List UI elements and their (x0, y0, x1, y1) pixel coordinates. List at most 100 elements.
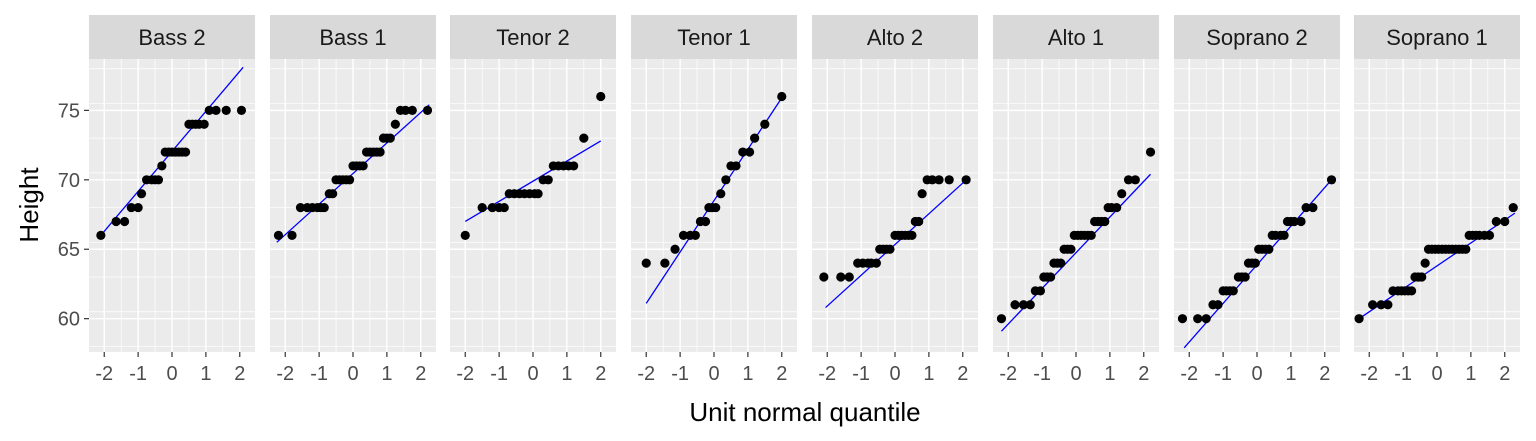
x-tick-label: -2 (1180, 363, 1198, 385)
data-point (1279, 230, 1289, 240)
x-tick-label: 2 (234, 363, 245, 385)
data-point (700, 216, 711, 227)
data-point (1018, 300, 1029, 310)
x-tick-label: 1 (1465, 363, 1476, 385)
data-point (375, 147, 385, 157)
x-tick-label: 2 (1138, 363, 1149, 385)
data-point (295, 202, 306, 213)
x-tick-label: -1 (1214, 363, 1232, 385)
data-point (1117, 189, 1127, 199)
facet-label: Alto 2 (867, 25, 923, 50)
x-tick-label: 0 (347, 363, 358, 385)
data-point (678, 230, 689, 240)
data-point (477, 202, 487, 213)
data-point (273, 230, 284, 240)
data-point (390, 119, 400, 129)
data-point (1066, 244, 1076, 254)
data-point (914, 216, 924, 227)
data-point (345, 175, 355, 185)
data-point (1383, 300, 1393, 310)
data-point (180, 147, 191, 157)
facet-strip (631, 15, 797, 59)
data-point (760, 119, 770, 129)
data-point (871, 258, 881, 268)
x-tick-label: -2 (999, 363, 1017, 385)
facet-label: Tenor 1 (677, 25, 750, 50)
facet-strip (1354, 15, 1520, 59)
facet-panel: Alto 1 -2 -1 0 1 2 (993, 15, 1159, 385)
x-tick-label: -2 (1360, 363, 1378, 385)
x-tick-label: -1 (852, 363, 870, 385)
data-point (96, 230, 106, 240)
data-point (133, 202, 143, 213)
data-point (1145, 147, 1156, 157)
data-point (221, 105, 231, 115)
data-point (1193, 314, 1203, 324)
x-tick-label: 0 (1431, 363, 1442, 385)
data-point (1177, 314, 1188, 324)
x-tick-label: 1 (742, 363, 753, 385)
facet-label: Alto 1 (1048, 25, 1104, 50)
x-tick-label: -1 (490, 363, 508, 385)
data-point (660, 258, 670, 268)
x-tick-label: -2 (276, 363, 294, 385)
x-tick-label: -1 (310, 363, 328, 385)
x-tick-label: 1 (1285, 363, 1296, 385)
data-point (1376, 300, 1386, 310)
data-point (777, 91, 787, 102)
qq-reference-line (1358, 212, 1516, 320)
data-point (211, 105, 221, 115)
data-point (136, 189, 147, 199)
data-point (641, 258, 651, 268)
x-tick-label: -2 (456, 363, 474, 385)
data-point (1035, 286, 1046, 296)
data-point (1112, 202, 1122, 213)
data-point (944, 175, 954, 185)
data-point (721, 175, 731, 185)
x-tick-label: 2 (1319, 363, 1330, 385)
x-tick-label: -2 (818, 363, 836, 385)
y-tick-label: 70 (58, 170, 80, 192)
data-point (533, 189, 543, 199)
data-point (358, 161, 368, 171)
x-tick-label: 2 (415, 363, 426, 385)
facet-label: Soprano 1 (1386, 25, 1488, 50)
facet-panel: Soprano 2 -2 -1 0 1 2 (1174, 15, 1340, 385)
data-point (934, 175, 944, 185)
data-point (1100, 216, 1110, 227)
x-tick-label: 2 (595, 363, 606, 385)
x-axis-title: Unit normal quantile (689, 397, 920, 427)
data-point (1010, 300, 1020, 310)
data-point (543, 175, 553, 185)
x-tick-label: 1 (1104, 363, 1115, 385)
data-point (111, 216, 121, 227)
facet-panel: Tenor 2 -2 -1 0 1 2 (450, 15, 616, 385)
data-point (1368, 300, 1378, 310)
facet-panel: Bass 2 -2 -1 0 1 2 (89, 15, 255, 385)
data-point (579, 133, 589, 143)
data-point (738, 147, 748, 157)
x-tick-label: 2 (776, 363, 787, 385)
data-point (731, 161, 741, 171)
facet-strip (993, 15, 1159, 59)
data-point (927, 175, 937, 185)
x-tick-label: -1 (1033, 363, 1051, 385)
data-point (1461, 244, 1471, 254)
data-point (499, 202, 509, 213)
data-point (1326, 175, 1337, 185)
data-point (711, 202, 721, 213)
y-tick-label: 75 (58, 100, 80, 122)
data-point (744, 147, 755, 157)
data-point (400, 105, 411, 115)
x-tick-label: -2 (637, 363, 655, 385)
data-point (907, 230, 917, 240)
data-point (460, 230, 470, 240)
x-tick-label: 0 (527, 363, 538, 385)
x-tick-label: 2 (957, 363, 968, 385)
data-point (1508, 202, 1518, 213)
data-point (1417, 272, 1427, 282)
data-point (917, 189, 927, 199)
data-point (407, 105, 417, 115)
